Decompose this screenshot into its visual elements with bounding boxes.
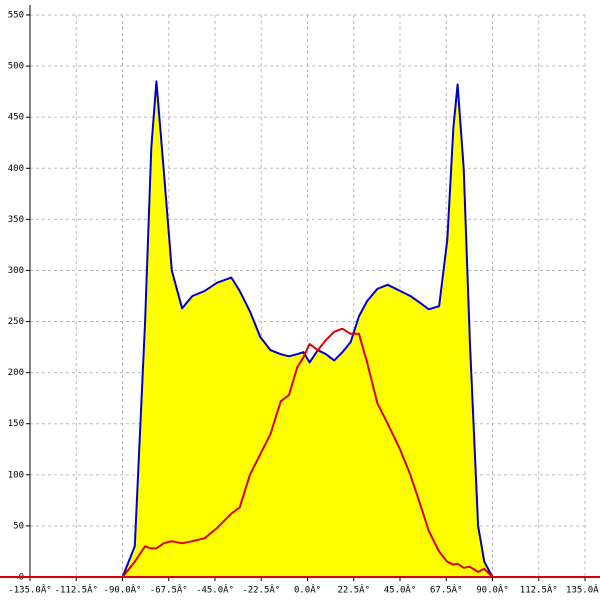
x-tick-label: 22.5Â° xyxy=(337,584,370,596)
x-tick-label: 67.5Â° xyxy=(430,584,463,596)
y-tick-label: 500 xyxy=(8,62,24,72)
y-tick-label: 300 xyxy=(8,266,24,276)
series-line xyxy=(121,327,494,578)
x-tick-label: 0.0Â° xyxy=(294,584,321,596)
area-fill xyxy=(122,81,493,578)
x-tick-label: 135.0Â° xyxy=(566,584,600,596)
y-tick-label: 450 xyxy=(8,113,24,123)
y-tick-label: 100 xyxy=(8,470,24,480)
x-tick-label: -90.0Â° xyxy=(104,584,142,596)
y-tick-label: 50 xyxy=(13,521,24,531)
y-tick-label: 200 xyxy=(8,368,24,378)
y-tick-label: 150 xyxy=(8,419,24,429)
x-tick-label: -45.0Â° xyxy=(196,584,234,596)
x-tick-label: 112.5Â° xyxy=(520,584,558,596)
y-tick-label: 550 xyxy=(8,11,24,21)
y-tick-label: 250 xyxy=(8,317,24,327)
x-tick-label: 90.0Â° xyxy=(476,584,509,596)
x-tick-label: -135.0Â° xyxy=(8,584,51,596)
x-tick-label: -67.5Â° xyxy=(150,584,188,596)
y-tick-label: 400 xyxy=(8,164,24,174)
x-tick-label: -22.5Â° xyxy=(242,584,280,596)
x-tick-label: -112.5Â° xyxy=(55,584,98,596)
y-tick-label: 350 xyxy=(8,215,24,225)
x-tick-label: 45.0Â° xyxy=(384,584,417,596)
